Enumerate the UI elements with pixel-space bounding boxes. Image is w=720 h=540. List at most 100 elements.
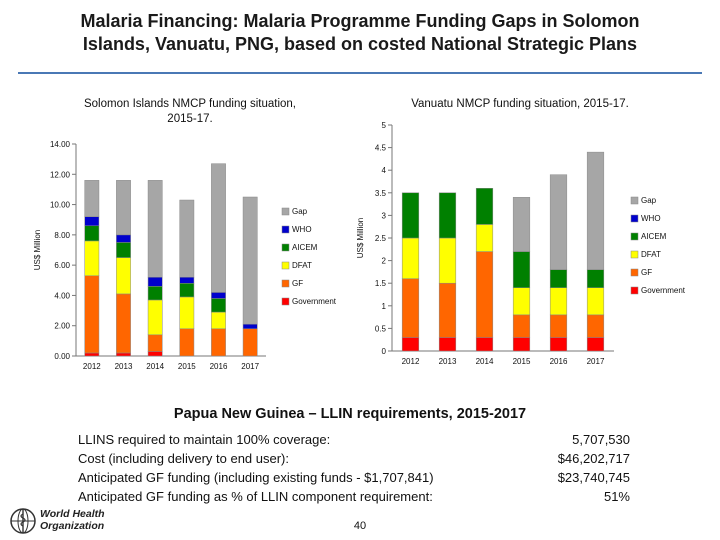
y-tick-label: 1.5 [375,279,387,288]
y-tick-label: 10.00 [50,201,71,210]
png-row-gf-funding: Anticipated GF funding (including existi… [78,468,630,487]
bar-segment-dfat-2016 [549,287,568,316]
x-tick-label: 2015 [513,357,531,366]
y-axis-label: US$ Million [356,218,365,258]
x-tick-label: 2014 [146,362,164,371]
bar-segment-gf-2017 [586,314,605,338]
x-tick-label: 2015 [178,362,196,371]
bar-segment-government-2012 [401,337,420,352]
bar-segment-gf-2016 [549,314,568,338]
bar-segment-government-2013 [438,337,457,352]
bar-segment-gf-2015 [512,314,531,338]
legend-swatch-gap [630,196,639,205]
y-tick-label: 1 [382,302,387,311]
bar-segment-aicem-2013 [438,192,457,239]
bar-segment-gap-2012 [84,180,100,217]
legend-label-gf: GF [292,279,303,288]
y-tick-label: 5 [382,121,387,130]
who-logo-text-line1: World Health [40,508,105,520]
png-row-value: 5,707,530 [572,432,630,447]
bar-segment-government-2016 [549,337,568,352]
x-tick-label: 2017 [241,362,259,371]
y-tick-label: 2.5 [375,234,387,243]
chart2-title: Vanuatu NMCP funding situation, 2015-17. [375,97,665,112]
chart2-title-line1: Vanuatu NMCP funding situation, 2015-17. [411,98,629,110]
x-tick-label: 2017 [587,357,605,366]
bar-segment-gap-2017 [242,196,258,325]
legend-label-gf: GF [641,268,652,277]
slide-title-line2: Islands, Vanuatu, PNG, based on costed N… [82,34,638,54]
title-divider [18,72,702,74]
who-logo-text: World Health Organization [40,508,105,532]
legend-label-gap: Gap [292,207,308,216]
png-row-label: Cost (including delivery to end user): [78,451,289,466]
png-row-gf-percent: Anticipated GF funding as % of LLIN comp… [78,487,630,506]
y-tick-label: 4.5 [375,144,387,153]
legend-swatch-who [630,214,639,223]
y-tick-label: 3 [382,211,387,220]
legend-swatch-government [281,297,290,306]
y-tick-label: 2.00 [54,322,70,331]
chart1-title: Solomon Islands NMCP funding situation, … [55,97,325,127]
y-tick-label: 12.00 [50,170,71,179]
legend-label-who: WHO [641,214,661,223]
legend-label-government: Government [641,286,686,295]
y-tick-label: 0 [382,347,387,356]
y-tick-label: 14.00 [50,140,71,149]
png-row-cost: Cost (including delivery to end user): $… [78,449,630,468]
legend-swatch-government [630,286,639,295]
legend-swatch-who [281,225,290,234]
bar-segment-dfat-2017 [586,287,605,316]
bar-segment-gap-2016 [211,163,226,293]
legend-label-dfat: DFAT [641,250,661,259]
legend-label-who: WHO [292,225,312,234]
png-row-llins: LLINS required to maintain 100% coverage… [78,430,630,449]
bar-segment-aicem-2015 [512,251,531,288]
bar-segment-gf-2013 [438,282,457,338]
bar-segment-aicem-2016 [549,269,568,288]
png-section-title: Papua New Guinea – LLIN requirements, 20… [173,406,527,422]
y-tick-label: 6.00 [54,261,70,270]
legend-swatch-dfat [281,261,290,270]
bar-segment-government-2015 [512,337,531,352]
png-row-label: Anticipated GF funding (including existi… [78,470,434,485]
bar-segment-gap-2014 [147,180,163,278]
bar-segment-gap-2015 [512,197,531,252]
legend-label-government: Government [292,297,337,306]
x-tick-label: 2013 [439,357,457,366]
y-tick-label: 2 [382,257,387,266]
legend-swatch-aicem [281,243,290,252]
chart1-title-line2: 2015-17. [167,113,213,125]
bar-segment-gap-2016 [549,174,568,270]
x-tick-label: 2016 [210,362,228,371]
y-tick-label: 0.00 [54,352,70,361]
bar-segment-dfat-2012 [401,237,420,279]
x-tick-label: 2012 [402,357,420,366]
legend-swatch-gap [281,207,290,216]
bar-segment-gap-2017 [586,151,605,270]
png-row-value: $23,740,745 [557,470,630,485]
x-tick-label: 2013 [115,362,133,371]
bar-segment-gap-2015 [179,199,195,278]
y-tick-label: 8.00 [54,231,70,240]
who-logo-text-line2: Organization [40,520,105,532]
legend-label-gap: Gap [641,196,657,205]
png-row-label: Anticipated GF funding as % of LLIN comp… [78,489,433,504]
bar-segment-gap-2013 [116,180,131,236]
bar-segment-government-2017 [586,337,605,352]
bar-segment-gf-2012 [401,278,420,338]
bar-segment-government-2014 [475,337,494,352]
legend-swatch-gf [281,279,290,288]
x-tick-label: 2014 [476,357,494,366]
who-emblem-icon [10,508,36,534]
png-row-value: $46,202,717 [557,451,630,466]
bar-segment-dfat-2014 [475,224,494,252]
y-tick-label: 3.5 [375,189,387,198]
legend-label-aicem: AICEM [292,243,318,252]
png-row-label: LLINS required to maintain 100% coverage… [78,432,331,447]
slide-title-line1: Malaria Financing: Malaria Programme Fun… [80,11,640,31]
bar-segment-aicem-2014 [475,188,494,225]
bar-segment-aicem-2017 [586,269,605,288]
